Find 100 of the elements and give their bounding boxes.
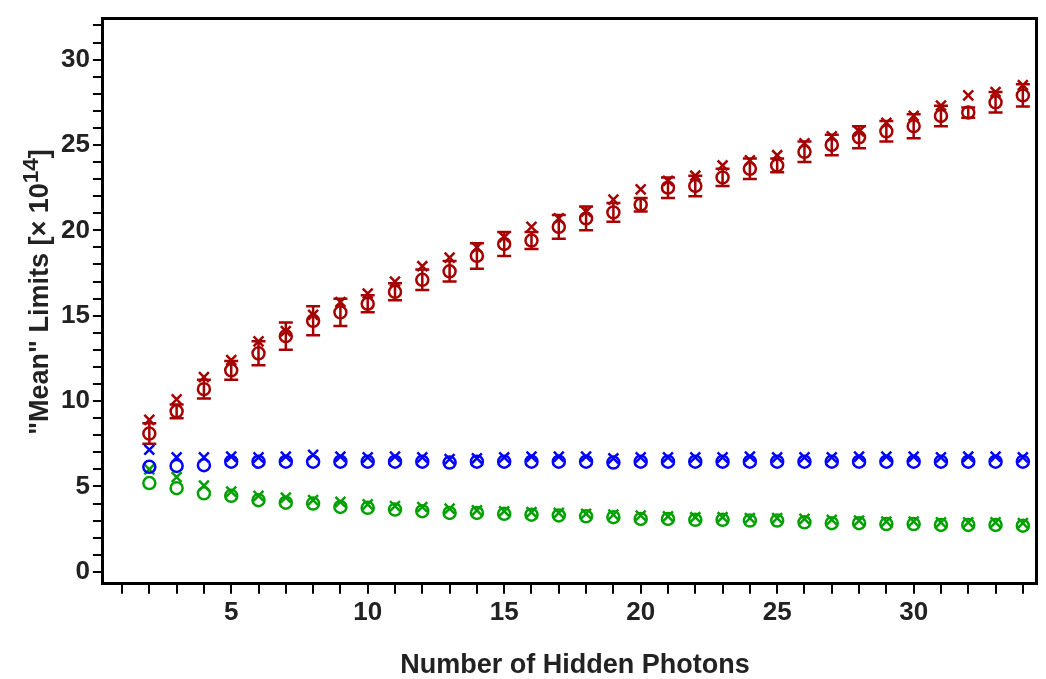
x-tick-label: 25	[762, 595, 792, 626]
point	[361, 451, 374, 464]
point	[498, 505, 511, 518]
point	[416, 500, 429, 514]
point	[578, 454, 594, 469]
point	[525, 450, 538, 463]
point	[361, 498, 374, 511]
point	[388, 275, 402, 288]
point	[934, 99, 948, 112]
point	[305, 313, 321, 329]
point	[415, 454, 430, 469]
point	[496, 506, 512, 522]
point	[443, 251, 456, 264]
point	[634, 183, 647, 196]
point	[851, 454, 867, 469]
point	[988, 95, 1003, 110]
point	[962, 450, 975, 463]
point	[388, 450, 402, 463]
point	[989, 516, 1002, 529]
point	[688, 178, 703, 194]
point	[634, 451, 647, 464]
point	[170, 470, 183, 484]
point	[169, 480, 184, 496]
point	[496, 454, 512, 469]
point	[661, 510, 675, 523]
point	[961, 517, 976, 533]
point	[143, 413, 156, 427]
point	[278, 454, 294, 469]
x-tick-label: 10	[353, 595, 383, 626]
point	[442, 505, 457, 521]
point	[906, 454, 921, 469]
point	[334, 495, 347, 509]
point	[443, 452, 456, 466]
point	[906, 118, 921, 134]
point	[524, 454, 539, 469]
point	[196, 486, 212, 501]
point	[880, 116, 893, 129]
point	[416, 451, 429, 464]
point	[251, 454, 266, 469]
point	[496, 236, 512, 252]
point	[852, 514, 866, 527]
point	[387, 502, 403, 517]
y-tick-label: 30	[61, 42, 90, 73]
point	[962, 516, 975, 529]
point	[223, 488, 239, 504]
point	[688, 512, 703, 528]
point	[143, 443, 156, 456]
point	[989, 450, 1002, 463]
point	[797, 144, 812, 160]
point	[798, 137, 811, 150]
point	[333, 499, 348, 515]
point	[578, 211, 594, 226]
point	[743, 154, 757, 167]
point	[225, 485, 238, 498]
point	[907, 450, 920, 463]
point	[306, 308, 320, 322]
point	[989, 85, 1002, 99]
point	[578, 509, 594, 524]
point	[824, 454, 840, 469]
point	[416, 260, 429, 273]
point	[142, 475, 157, 491]
point	[225, 450, 238, 463]
point	[552, 450, 565, 463]
point	[279, 324, 293, 338]
point	[251, 492, 266, 508]
point	[770, 149, 784, 162]
point	[852, 450, 866, 463]
point	[278, 328, 294, 344]
point	[633, 454, 648, 469]
point	[279, 491, 293, 504]
point	[660, 511, 676, 527]
point	[306, 448, 320, 462]
x-tick-label: 30	[899, 595, 929, 626]
point	[879, 124, 894, 139]
point	[333, 454, 348, 469]
point	[142, 459, 157, 475]
point	[689, 169, 702, 182]
point	[743, 450, 757, 463]
point	[469, 505, 485, 521]
point	[142, 426, 157, 441]
point	[660, 180, 676, 195]
point	[798, 451, 811, 464]
point	[607, 193, 620, 206]
point	[988, 517, 1003, 533]
point	[579, 507, 593, 520]
y-tick-label: 25	[61, 128, 90, 159]
point	[551, 454, 567, 469]
point	[879, 454, 894, 469]
point	[333, 305, 348, 320]
point	[769, 454, 785, 469]
point	[415, 503, 430, 519]
point	[252, 451, 265, 464]
point	[1016, 79, 1030, 92]
point	[606, 509, 621, 525]
point	[225, 353, 238, 367]
point	[607, 508, 620, 521]
point	[824, 137, 840, 153]
point	[551, 219, 567, 235]
point	[279, 450, 293, 463]
point	[634, 509, 647, 522]
